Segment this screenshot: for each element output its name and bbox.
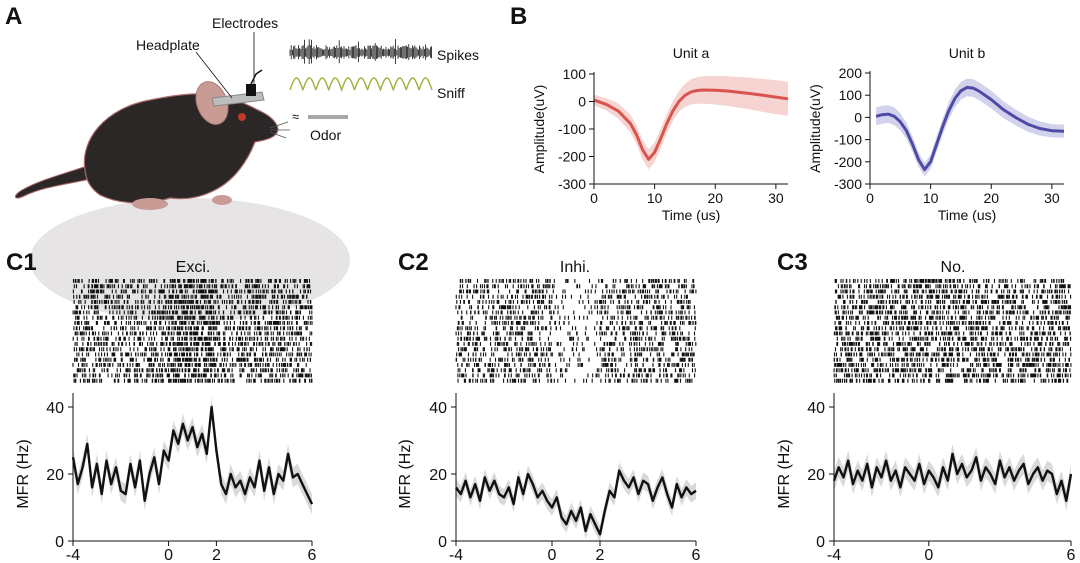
- mouse-eye: [238, 113, 246, 121]
- confidence-band: [594, 75, 788, 170]
- electrode-wire: [250, 69, 263, 85]
- chart-title: Unit a: [673, 45, 710, 61]
- y-tick-label: 20: [46, 467, 64, 484]
- y-tick-label: 200: [839, 65, 863, 81]
- spike-waveform: [289, 39, 432, 65]
- x-tick-label: 2: [212, 547, 221, 563]
- y-tick-label: 40: [46, 400, 64, 417]
- chart-title: Exci.: [176, 259, 211, 276]
- mean-waveform-line: [875, 85, 1065, 172]
- y-axis-label: MFR (Hz): [776, 439, 793, 508]
- x-tick-label: 20: [983, 190, 999, 206]
- panel-label-a: A: [5, 3, 22, 30]
- odor-wave-icon: ≈: [292, 109, 299, 124]
- x-tick-label: 0: [548, 547, 557, 563]
- odor-label: Odor: [310, 127, 341, 143]
- y-tick-label: 100: [839, 87, 863, 103]
- electrodes-label: Electrodes: [212, 15, 278, 31]
- mouse-tail: [15, 164, 96, 199]
- sniff-trace: [289, 77, 433, 92]
- panel-label-c3: C3: [777, 249, 808, 276]
- y-tick-label: 40: [429, 400, 447, 417]
- raster-ticks: [833, 279, 1072, 383]
- y-tick-label: 40: [807, 400, 825, 417]
- x-tick-label: 0: [590, 190, 598, 206]
- sem-band: [73, 397, 312, 515]
- spikes-trace: [289, 39, 432, 65]
- sem-band: [456, 462, 696, 543]
- chart-title: Inhi.: [560, 259, 590, 276]
- y-axis-label: Amplitude(uV): [807, 84, 823, 173]
- x-tick-label: 30: [1044, 190, 1060, 206]
- mouse-body: [83, 93, 279, 204]
- raster-ticks: [72, 279, 313, 383]
- y-tick-label: -100: [558, 121, 586, 137]
- y-tick-label: 0: [578, 94, 586, 110]
- y-tick-label: 0: [438, 534, 447, 551]
- y-tick-label: -300: [558, 176, 586, 192]
- chart-title: No.: [941, 259, 966, 276]
- x-tick-label: -4: [449, 547, 463, 563]
- y-tick-label: 0: [854, 109, 862, 125]
- sniff-label: Sniff: [437, 85, 465, 101]
- headplate-label: Headplate: [136, 37, 200, 53]
- x-tick-label: 0: [164, 547, 173, 563]
- x-tick-label: 10: [923, 190, 939, 206]
- raster-ticks: [455, 279, 697, 383]
- x-tick-label: 2: [596, 547, 605, 563]
- mouse-schematic: [15, 32, 350, 322]
- spike-raster: [72, 279, 313, 383]
- y-axis-label: MFR (Hz): [397, 439, 414, 508]
- mfr-line: [832, 452, 1073, 502]
- mean-waveform-line: [593, 88, 789, 161]
- y-tick-label: 100: [563, 66, 587, 82]
- panel-label-b: B: [510, 3, 527, 30]
- y-tick-label: -200: [558, 149, 586, 165]
- x-tick-label: 6: [692, 547, 701, 563]
- mouse-hind-foot: [132, 198, 168, 210]
- chart-title: Unit b: [949, 45, 986, 61]
- x-axis-label: Time (us): [938, 207, 997, 223]
- y-tick-label: 20: [429, 467, 447, 484]
- x-tick-label: 10: [647, 190, 663, 206]
- x-tick-label: 6: [308, 547, 317, 563]
- y-tick-label: 0: [55, 534, 64, 551]
- panel-label-c1: C1: [6, 249, 37, 276]
- x-tick-label: 0: [866, 190, 874, 206]
- x-tick-label: 30: [768, 190, 784, 206]
- y-tick-label: 20: [807, 467, 825, 484]
- spike-raster: [455, 279, 697, 383]
- spikes-label: Spikes: [437, 47, 479, 63]
- y-axis-label: MFR (Hz): [15, 439, 32, 508]
- x-tick-label: 20: [707, 190, 723, 206]
- mfr-line: [455, 469, 697, 536]
- mfr-line: [71, 405, 314, 505]
- mound: [30, 198, 350, 322]
- x-tick-label: -4: [66, 547, 80, 563]
- headplate-leader: [195, 51, 233, 99]
- x-tick-label: 6: [1067, 547, 1076, 563]
- electrode-shape: [246, 84, 256, 96]
- mouse-front-foot: [212, 195, 232, 205]
- y-tick-label: -300: [834, 176, 862, 192]
- spike-raster: [833, 279, 1072, 383]
- y-tick-label: -100: [834, 132, 862, 148]
- y-tick-label: -200: [834, 154, 862, 170]
- whiskers: [269, 121, 290, 139]
- x-tick-label: 0: [924, 547, 933, 563]
- x-tick-label: -4: [827, 547, 841, 563]
- x-axis-label: Time (us): [662, 207, 721, 223]
- y-axis-label: Amplitude(uV): [531, 85, 547, 174]
- confidence-band: [876, 78, 1064, 177]
- panel-label-c2: C2: [398, 249, 429, 276]
- y-tick-label: 0: [816, 534, 825, 551]
